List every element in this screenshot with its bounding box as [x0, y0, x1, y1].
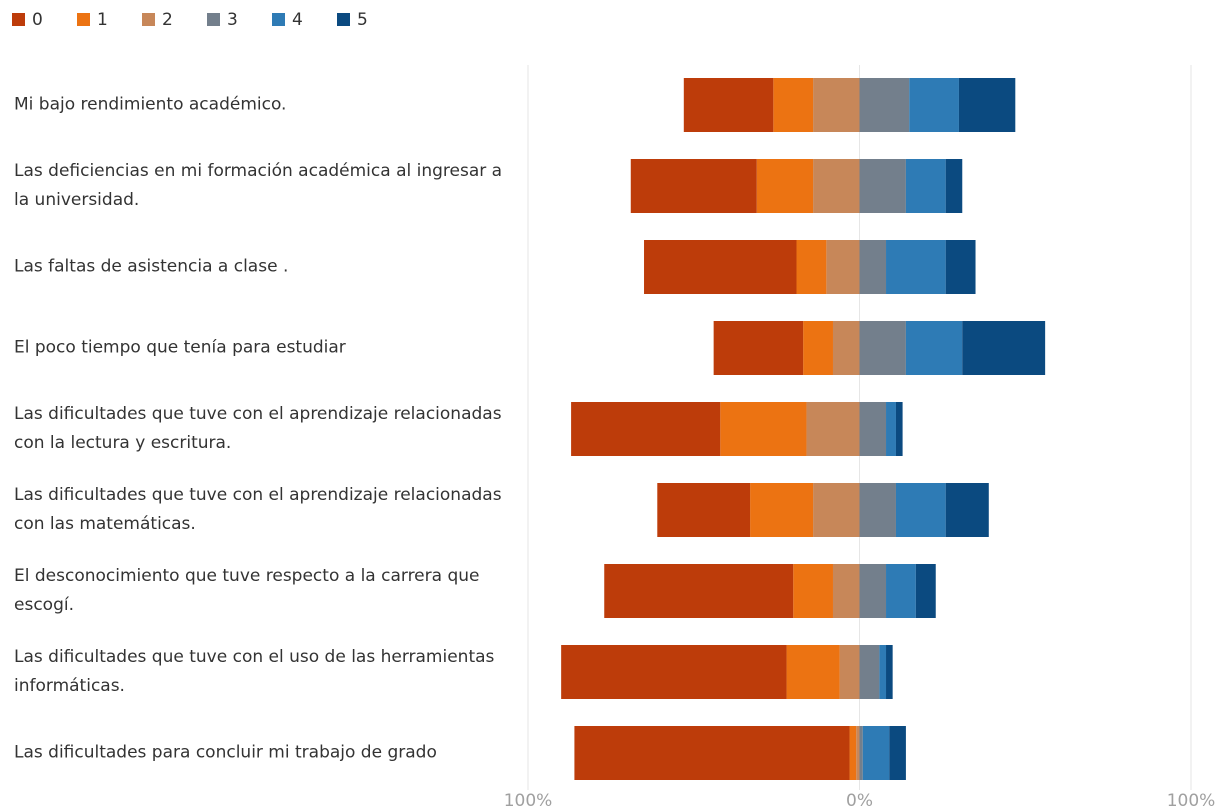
bar-segment [859, 240, 887, 294]
bar-segment [886, 564, 916, 618]
bar-segment [945, 240, 976, 294]
legend-label: 2 [162, 10, 173, 30]
category-label: El desconocimiento que tuve respecto a l… [14, 566, 480, 615]
bar-segment [859, 564, 887, 618]
bar-segment [859, 483, 896, 537]
bar-segment [571, 402, 721, 456]
bar-segment [849, 726, 857, 780]
x-tick-label: 100% [504, 791, 553, 811]
bar-segment [945, 159, 963, 213]
bar-segment [750, 483, 814, 537]
bar-segment [895, 402, 903, 456]
bar-segment [886, 645, 893, 699]
bar-segment [793, 564, 833, 618]
bar-segment [720, 402, 807, 456]
bar-segment [886, 240, 946, 294]
bar-segment [803, 321, 833, 375]
bar-segment [826, 240, 860, 294]
bar-segment [889, 726, 906, 780]
bar-segment [630, 159, 757, 213]
bar-segment [796, 240, 827, 294]
bar-segment [895, 483, 946, 537]
bar-segment [859, 726, 863, 780]
category-label: Mi bajo rendimiento académico. [14, 94, 287, 115]
bar-segment [813, 159, 860, 213]
bar-segment [713, 321, 804, 375]
bar-segment [604, 564, 794, 618]
bar-segment [756, 159, 814, 213]
legend-swatch [12, 13, 25, 26]
bar-segment [806, 402, 860, 456]
legend-label: 5 [357, 10, 368, 30]
bar-segment [945, 483, 989, 537]
category-label: Las dificultades que tuve con el uso de … [14, 647, 495, 696]
bar-segment [786, 645, 840, 699]
bar-segment [839, 645, 860, 699]
bar-segment [832, 321, 860, 375]
bar-segment [962, 321, 1046, 375]
legend-swatch [337, 13, 350, 26]
bar-segment [859, 321, 906, 375]
legend-label: 1 [97, 10, 108, 30]
category-label: Las faltas de asistencia a clase . [14, 256, 289, 277]
bar-segment [905, 321, 963, 375]
bar-segment [644, 240, 797, 294]
legend-label: 0 [32, 10, 43, 30]
category-label: El poco tiempo que tenía para estudiar [14, 337, 346, 358]
bar-segment [859, 402, 887, 456]
bar-segment [657, 483, 751, 537]
legend-label: 4 [292, 10, 303, 30]
bar-segment [859, 78, 910, 132]
bar-segment [905, 159, 946, 213]
category-label: Las dificultades que tuve con el aprendi… [14, 485, 502, 534]
bar-segment [561, 645, 787, 699]
bar-segment [958, 78, 1016, 132]
bar-segment [879, 645, 887, 699]
category-label: Las dificultades que tuve con el aprendi… [14, 404, 502, 453]
legend-swatch [142, 13, 155, 26]
bar-segment [856, 726, 860, 780]
x-tick-label: 0% [846, 791, 873, 811]
legend-swatch [272, 13, 285, 26]
bar-segment [859, 645, 880, 699]
bar-segment [574, 726, 850, 780]
bar-segment [859, 159, 906, 213]
bar-segment [915, 564, 936, 618]
category-label: Las deficiencias en mi formación académi… [14, 161, 503, 210]
bar-segment [813, 483, 860, 537]
bar-segment [832, 564, 860, 618]
bar-segment [909, 78, 959, 132]
bar-segment [886, 402, 896, 456]
x-tick-label: 100% [1167, 791, 1216, 811]
category-label: Las dificultades para concluir mi trabaj… [14, 742, 437, 763]
bar-segment [773, 78, 814, 132]
legend-label: 3 [227, 10, 238, 30]
bar-segment [813, 78, 860, 132]
bar-segment [683, 78, 774, 132]
legend-swatch [207, 13, 220, 26]
legend-swatch [77, 13, 90, 26]
bar-segment [862, 726, 890, 780]
